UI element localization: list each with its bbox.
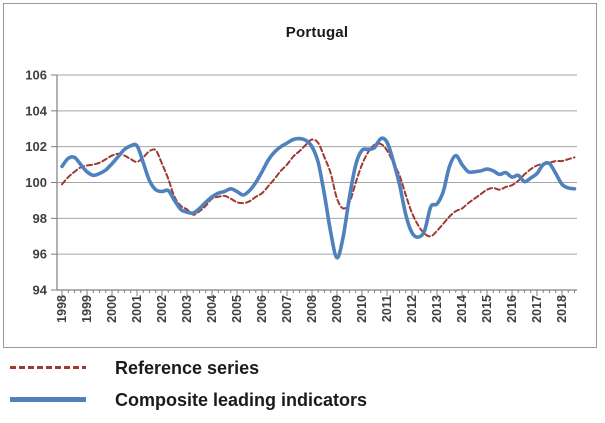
x-axis-year-label: 2000 [105, 295, 119, 323]
x-axis-year-label: 2010 [355, 295, 369, 323]
x-axis-year-label: 2018 [555, 295, 569, 323]
x-axis-year-label: 2017 [530, 295, 544, 323]
x-axis-year-label: 2012 [405, 295, 419, 323]
x-axis-year-label: 2011 [380, 295, 394, 323]
x-axis-year-label: 2009 [330, 295, 344, 323]
legend-label-reference-series: Reference series [115, 358, 260, 378]
reference-series-dashed-line-swatch [10, 366, 86, 369]
x-axis-year-label: 2003 [180, 295, 194, 323]
x-axis-year-label: 2007 [280, 295, 294, 323]
x-axis-year-label: 2014 [455, 295, 469, 323]
x-axis-year-label: 1999 [80, 295, 94, 323]
legend-item-reference-series: Reference series [0, 354, 605, 386]
x-axis-year-label: 2015 [480, 295, 494, 323]
x-axis-year-label: 2006 [255, 295, 269, 323]
x-axis-year-label: 2008 [305, 295, 319, 323]
x-axis-year-label: 2002 [155, 295, 169, 323]
x-axis-year-label: 2005 [230, 295, 244, 323]
chart-legend: Reference series Composite leading indic… [0, 354, 605, 418]
x-axis-year-label: 1998 [55, 295, 69, 323]
x-axis-year-label: 2004 [205, 295, 219, 323]
chart-title: Portugal [285, 24, 349, 41]
x-axis-year-label: 2016 [505, 295, 519, 323]
x-axis-year-label: 2001 [130, 295, 144, 323]
cli-solid-line-swatch [10, 397, 86, 402]
x-axis-year-label: 2013 [430, 295, 444, 323]
legend-item-composite-leading-indicators: Composite leading indicators [0, 386, 605, 418]
legend-label-composite-leading-indicators: Composite leading indicators [115, 390, 368, 410]
